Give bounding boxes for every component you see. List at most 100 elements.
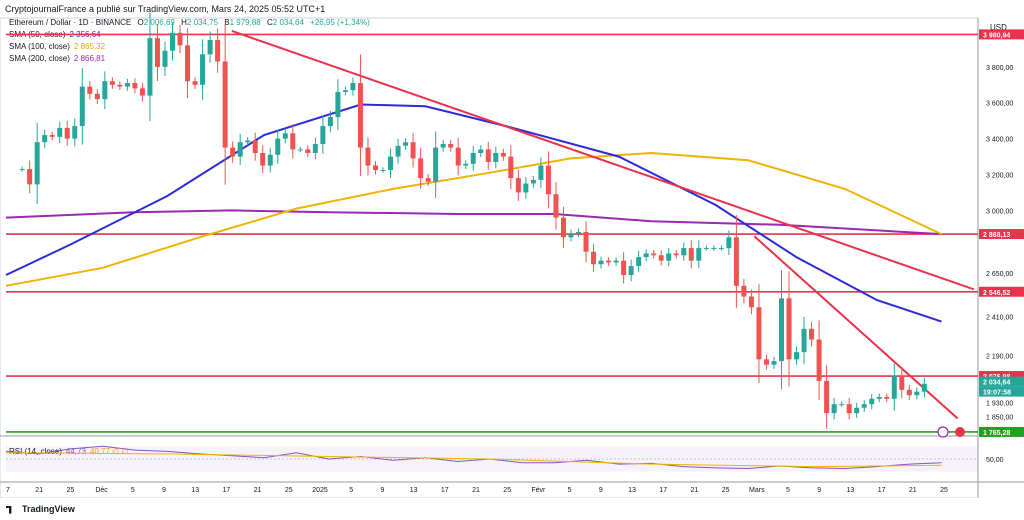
candle[interactable] — [170, 32, 176, 51]
flag-icon[interactable] — [955, 427, 965, 437]
candle[interactable] — [636, 257, 642, 267]
candle[interactable] — [861, 404, 867, 408]
candle[interactable] — [433, 147, 439, 182]
candle[interactable] — [621, 260, 627, 275]
candle[interactable] — [117, 84, 123, 87]
candle[interactable] — [94, 93, 100, 100]
candle[interactable] — [726, 237, 732, 249]
candle[interactable] — [109, 81, 115, 85]
candle[interactable] — [681, 248, 687, 256]
candle[interactable] — [598, 260, 604, 265]
candle[interactable] — [485, 149, 491, 162]
candle[interactable] — [500, 152, 506, 157]
sma200-legend[interactable]: SMA (200, close) 2 866,81 — [9, 54, 106, 63]
candle[interactable] — [613, 260, 619, 263]
candle[interactable] — [718, 248, 724, 250]
candle[interactable] — [884, 397, 890, 399]
candle[interactable] — [508, 156, 514, 179]
candle[interactable] — [132, 83, 138, 89]
candle[interactable] — [139, 88, 145, 96]
candle[interactable] — [914, 391, 920, 396]
candle[interactable] — [388, 156, 394, 171]
candle[interactable] — [290, 133, 296, 150]
candle[interactable] — [102, 81, 108, 100]
candle[interactable] — [335, 91, 341, 118]
candle[interactable] — [357, 83, 363, 148]
candle[interactable] — [763, 359, 769, 365]
candle[interactable] — [207, 39, 213, 55]
candle[interactable] — [666, 253, 672, 261]
candle[interactable] — [425, 178, 431, 182]
candle[interactable] — [545, 165, 551, 195]
candle[interactable] — [27, 169, 33, 185]
candle[interactable] — [921, 383, 927, 392]
candle[interactable] — [154, 38, 160, 67]
candle[interactable] — [658, 255, 664, 261]
candle[interactable] — [237, 142, 243, 157]
candle[interactable] — [786, 298, 792, 360]
candle[interactable] — [688, 248, 694, 261]
candle[interactable] — [267, 154, 273, 166]
candle[interactable] — [478, 149, 484, 153]
candle[interactable] — [591, 251, 597, 265]
candle[interactable] — [703, 248, 709, 250]
candle[interactable] — [297, 149, 303, 151]
candle[interactable] — [200, 54, 206, 85]
trendline[interactable] — [231, 30, 975, 291]
candle[interactable] — [906, 389, 912, 396]
candle[interactable] — [846, 404, 852, 414]
candle[interactable] — [643, 253, 649, 258]
rsi-ma-line[interactable] — [5, 452, 942, 468]
candle[interactable] — [177, 32, 183, 46]
candle[interactable] — [342, 90, 348, 92]
candle[interactable] — [19, 169, 25, 171]
candle[interactable] — [252, 140, 258, 153]
candle[interactable] — [553, 194, 559, 218]
candle[interactable] — [824, 380, 830, 414]
candle[interactable] — [530, 179, 536, 184]
sma100-legend[interactable]: SMA (100, close) 2 865,32 — [9, 42, 106, 51]
candle[interactable] — [463, 163, 469, 166]
price-chart[interactable]: USD 3 800,00 3 600,00 3 400,00 3 200,00 3 000… — [0, 0, 1024, 498]
candle[interactable] — [185, 45, 191, 82]
alert-icon[interactable] — [937, 426, 949, 438]
candle[interactable] — [575, 231, 581, 234]
candle[interactable] — [711, 248, 717, 250]
candle[interactable] — [831, 404, 837, 414]
candle[interactable] — [87, 86, 93, 94]
sma200-line[interactable] — [5, 209, 942, 236]
candle[interactable] — [49, 135, 55, 137]
candle[interactable] — [523, 183, 529, 193]
candle[interactable] — [748, 296, 754, 308]
candle[interactable] — [839, 404, 845, 406]
candle[interactable] — [606, 260, 612, 263]
candle[interactable] — [192, 81, 198, 85]
candle[interactable] — [628, 266, 634, 275]
candle[interactable] — [418, 158, 424, 179]
candle[interactable] — [380, 170, 386, 172]
candle[interactable] — [350, 83, 356, 91]
candle[interactable] — [162, 50, 168, 67]
candle[interactable] — [57, 127, 63, 137]
candle[interactable] — [515, 178, 521, 193]
candle[interactable] — [854, 407, 860, 414]
candle[interactable] — [222, 61, 228, 148]
candle[interactable] — [696, 248, 702, 261]
candle[interactable] — [809, 328, 815, 340]
candle[interactable] — [673, 253, 679, 256]
candle[interactable] — [395, 145, 401, 157]
candle[interactable] — [568, 233, 574, 238]
candle[interactable] — [891, 375, 897, 399]
candle[interactable] — [560, 217, 566, 238]
candle[interactable] — [327, 117, 333, 127]
candle[interactable] — [42, 135, 48, 143]
candle[interactable] — [230, 147, 236, 157]
candle[interactable] — [899, 375, 905, 390]
candle[interactable] — [876, 397, 882, 399]
candle[interactable] — [448, 144, 454, 148]
candle[interactable] — [72, 126, 78, 139]
candle[interactable] — [275, 138, 281, 155]
candle[interactable] — [440, 144, 446, 148]
candle[interactable] — [816, 339, 822, 381]
candle[interactable] — [651, 253, 657, 256]
